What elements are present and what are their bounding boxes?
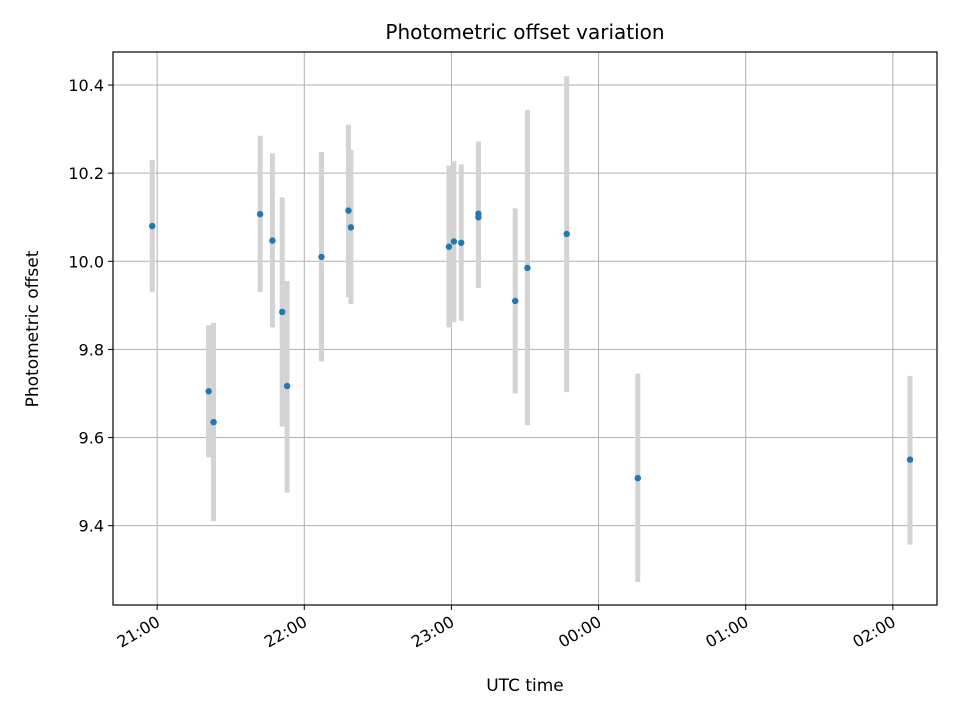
y-tick-label: 10.2 (68, 164, 104, 183)
data-point (283, 382, 291, 390)
data-point (450, 238, 458, 245)
data-point (269, 237, 276, 244)
plot-area-frame (112, 51, 938, 606)
x-axis-label: UTC time (486, 676, 564, 696)
data-point (210, 418, 217, 426)
y-axis-label: Photometric offset (23, 250, 43, 407)
data-point (279, 308, 286, 316)
chart-title: Photometric offset variation (385, 20, 664, 44)
data-point (906, 456, 914, 463)
data-point (256, 210, 264, 218)
data-point (205, 388, 212, 395)
data-point (345, 207, 352, 214)
data-point (475, 214, 482, 221)
y-axis-ticks: 9.4 9.6 9.8 10.0 10.2 10.4 (68, 76, 113, 536)
y-tick-label: 9.4 (79, 517, 104, 536)
data-point (318, 253, 325, 261)
y-tick-label: 9.6 (79, 429, 104, 448)
data-point (149, 222, 156, 230)
y-tick-label: 9.8 (79, 340, 104, 359)
data-point (458, 239, 465, 246)
y-tick-label: 10.4 (68, 76, 104, 95)
data-point (563, 230, 570, 238)
data-points (149, 207, 914, 482)
data-point (445, 243, 453, 250)
data-point (511, 297, 519, 305)
data-point (634, 474, 642, 482)
data-point (524, 264, 531, 272)
y-tick-label: 10.0 (68, 252, 104, 271)
data-point (347, 224, 355, 231)
